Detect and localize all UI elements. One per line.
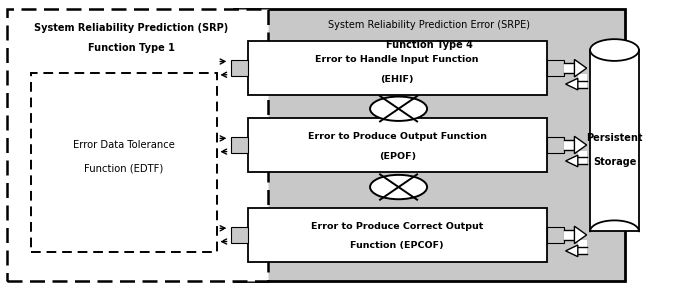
Bar <box>234 9 625 281</box>
Bar <box>578 74 587 88</box>
Text: Error Data Tolerance: Error Data Tolerance <box>73 140 175 150</box>
Bar <box>590 50 639 231</box>
Text: Error to Produce Correct Output: Error to Produce Correct Output <box>311 222 483 231</box>
Text: System Reliability Prediction (SRP): System Reliability Prediction (SRP) <box>34 23 228 32</box>
Text: Function Type 4: Function Type 4 <box>386 40 473 50</box>
Text: Function (EDTF): Function (EDTF) <box>84 163 164 173</box>
Polygon shape <box>574 226 587 244</box>
Text: System Reliability Prediction Error (SRPE): System Reliability Prediction Error (SRP… <box>328 20 530 30</box>
Polygon shape <box>574 59 587 77</box>
Bar <box>578 240 587 254</box>
Text: (EHIF): (EHIF) <box>380 75 414 84</box>
Text: Function Type 1: Function Type 1 <box>88 43 175 53</box>
Bar <box>31 72 217 252</box>
Text: Function (EPCOF): Function (EPCOF) <box>350 241 444 251</box>
Bar <box>248 208 547 262</box>
Bar <box>564 230 574 240</box>
Polygon shape <box>566 245 578 257</box>
Text: Persistent: Persistent <box>586 133 643 143</box>
Bar <box>248 41 547 95</box>
Text: Error to Handle Input Function: Error to Handle Input Function <box>316 55 479 64</box>
Polygon shape <box>566 78 578 90</box>
Circle shape <box>370 175 427 199</box>
Text: Storage: Storage <box>593 157 636 167</box>
Bar <box>564 140 574 150</box>
Ellipse shape <box>590 39 639 61</box>
Bar <box>564 64 574 73</box>
Bar <box>231 60 248 76</box>
Bar <box>7 9 268 281</box>
Bar <box>231 137 248 153</box>
Text: Error to Produce Output Function: Error to Produce Output Function <box>308 132 487 141</box>
Polygon shape <box>574 136 587 154</box>
Polygon shape <box>566 155 578 167</box>
Bar <box>547 227 564 243</box>
Bar <box>547 60 564 76</box>
Bar <box>578 151 587 164</box>
Circle shape <box>370 97 427 121</box>
Bar <box>547 137 564 153</box>
Text: (EPOF): (EPOF) <box>379 151 416 161</box>
Bar <box>248 118 547 172</box>
Bar <box>231 227 248 243</box>
